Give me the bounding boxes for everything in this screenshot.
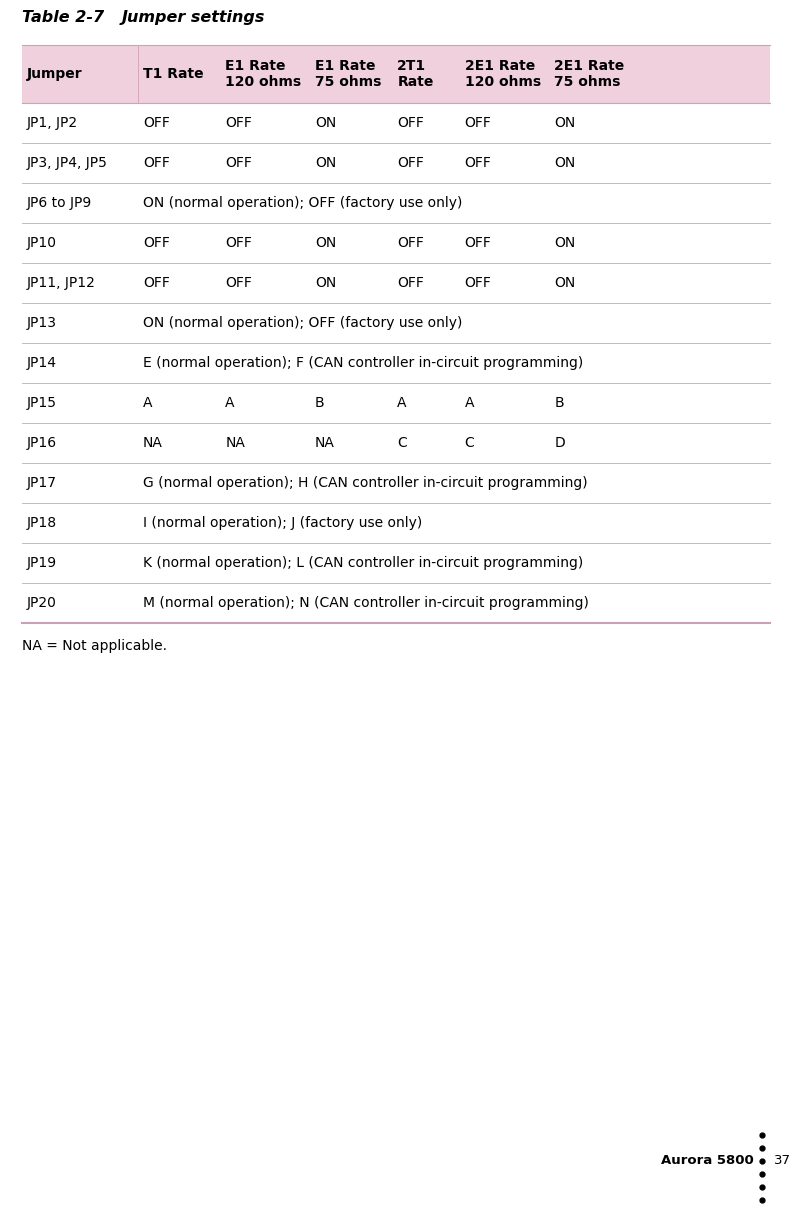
Bar xyxy=(22,264,770,303)
Text: A: A xyxy=(225,396,235,410)
Text: ON: ON xyxy=(315,116,336,131)
Text: B: B xyxy=(315,396,325,410)
Bar xyxy=(22,464,770,503)
Text: NA: NA xyxy=(315,436,335,450)
Bar xyxy=(22,583,770,623)
Bar xyxy=(22,143,770,183)
Bar xyxy=(22,343,770,383)
Text: A: A xyxy=(143,396,152,410)
Text: ON: ON xyxy=(554,235,576,250)
Text: JP6 to JP9: JP6 to JP9 xyxy=(27,196,92,210)
Text: ON: ON xyxy=(554,156,576,170)
Bar xyxy=(22,102,770,143)
Text: D: D xyxy=(554,436,565,450)
Text: 2E1 Rate
120 ohms: 2E1 Rate 120 ohms xyxy=(464,59,541,89)
Bar xyxy=(22,183,770,223)
Text: 37: 37 xyxy=(774,1154,791,1168)
Text: E1 Rate
120 ohms: E1 Rate 120 ohms xyxy=(225,59,302,89)
Text: E1 Rate
75 ohms: E1 Rate 75 ohms xyxy=(315,59,381,89)
Text: JP18: JP18 xyxy=(27,516,57,529)
Text: OFF: OFF xyxy=(397,235,424,250)
Text: OFF: OFF xyxy=(143,276,170,290)
Text: JP1, JP2: JP1, JP2 xyxy=(27,116,78,131)
Text: Jumper: Jumper xyxy=(27,67,83,81)
Text: OFF: OFF xyxy=(143,116,170,131)
Text: OFF: OFF xyxy=(225,235,252,250)
Text: OFF: OFF xyxy=(464,156,491,170)
Text: OFF: OFF xyxy=(143,156,170,170)
Text: JP15: JP15 xyxy=(27,396,57,410)
Text: OFF: OFF xyxy=(225,116,252,131)
Text: ON: ON xyxy=(315,276,336,290)
Bar xyxy=(22,503,770,543)
Bar xyxy=(22,223,770,264)
Text: B: B xyxy=(554,396,564,410)
Text: E (normal operation); F (CAN controller in-circuit programming): E (normal operation); F (CAN controller … xyxy=(143,356,583,370)
Text: C: C xyxy=(464,436,474,450)
Text: NA = Not applicable.: NA = Not applicable. xyxy=(22,639,167,653)
Text: Aurora 5800: Aurora 5800 xyxy=(661,1154,754,1168)
Text: JP19: JP19 xyxy=(27,556,57,570)
Text: ON: ON xyxy=(554,276,576,290)
Text: JP20: JP20 xyxy=(27,597,57,610)
Text: A: A xyxy=(464,396,474,410)
Text: JP17: JP17 xyxy=(27,476,57,490)
Bar xyxy=(22,543,770,583)
Text: 2T1
Rate: 2T1 Rate xyxy=(397,59,434,89)
Text: Table 2-7: Table 2-7 xyxy=(22,10,104,24)
Text: JP11, JP12: JP11, JP12 xyxy=(27,276,96,290)
Text: 2E1 Rate
75 ohms: 2E1 Rate 75 ohms xyxy=(554,59,625,89)
Text: Jumper settings: Jumper settings xyxy=(122,10,265,24)
Text: JP13: JP13 xyxy=(27,316,57,329)
Text: M (normal operation); N (CAN controller in-circuit programming): M (normal operation); N (CAN controller … xyxy=(143,597,589,610)
Text: A: A xyxy=(397,396,407,410)
Text: OFF: OFF xyxy=(397,156,424,170)
Text: K (normal operation); L (CAN controller in-circuit programming): K (normal operation); L (CAN controller … xyxy=(143,556,583,570)
Text: OFF: OFF xyxy=(397,276,424,290)
Text: G (normal operation); H (CAN controller in-circuit programming): G (normal operation); H (CAN controller … xyxy=(143,476,588,490)
Text: OFF: OFF xyxy=(464,276,491,290)
Text: ON: ON xyxy=(315,235,336,250)
Text: OFF: OFF xyxy=(143,235,170,250)
Bar xyxy=(22,45,770,102)
Text: ON: ON xyxy=(315,156,336,170)
Text: ON (normal operation); OFF (factory use only): ON (normal operation); OFF (factory use … xyxy=(143,196,462,210)
Text: NA: NA xyxy=(143,436,163,450)
Text: OFF: OFF xyxy=(464,235,491,250)
Bar xyxy=(22,383,770,423)
Text: OFF: OFF xyxy=(397,116,424,131)
Text: ON (normal operation); OFF (factory use only): ON (normal operation); OFF (factory use … xyxy=(143,316,462,329)
Text: C: C xyxy=(397,436,407,450)
Text: T1 Rate: T1 Rate xyxy=(143,67,203,81)
Text: NA: NA xyxy=(225,436,245,450)
Text: OFF: OFF xyxy=(464,116,491,131)
Text: JP3, JP4, JP5: JP3, JP4, JP5 xyxy=(27,156,108,170)
Text: OFF: OFF xyxy=(225,156,252,170)
Text: OFF: OFF xyxy=(225,276,252,290)
Text: I (normal operation); J (factory use only): I (normal operation); J (factory use onl… xyxy=(143,516,422,529)
Text: JP10: JP10 xyxy=(27,235,57,250)
Text: ON: ON xyxy=(554,116,576,131)
Bar xyxy=(22,303,770,343)
Text: JP14: JP14 xyxy=(27,356,57,370)
Bar xyxy=(22,423,770,464)
Text: JP16: JP16 xyxy=(27,436,57,450)
